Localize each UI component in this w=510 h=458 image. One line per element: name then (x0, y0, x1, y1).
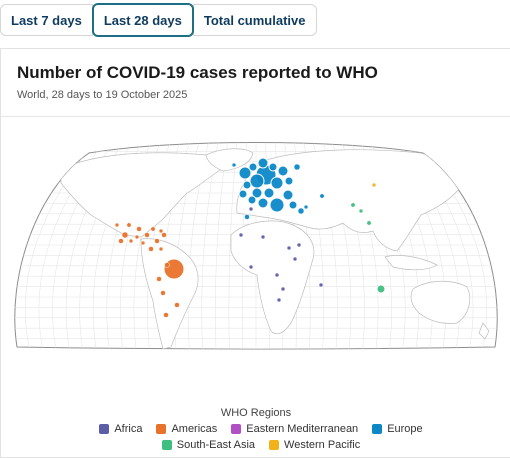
case-bubble[interactable] (269, 197, 285, 213)
legend-item-europe[interactable]: Europe (372, 423, 423, 435)
case-bubble[interactable] (318, 282, 324, 288)
legend-title: WHO Regions (220, 407, 292, 419)
chart-subtitle: World, 28 days to 19 October 2025 (17, 89, 188, 101)
case-bubble[interactable] (260, 234, 266, 240)
case-bubble[interactable] (268, 162, 278, 172)
case-bubble[interactable] (270, 176, 284, 190)
case-bubble[interactable] (163, 312, 169, 318)
world-map[interactable] (1, 117, 510, 389)
case-bubble[interactable] (238, 189, 248, 199)
indonesia-outline (384, 255, 438, 271)
legend-item-south-east-asia[interactable]: South-East Asia (161, 439, 256, 451)
africa-outline (230, 220, 315, 335)
case-bubble[interactable] (161, 232, 167, 238)
legend-item-eastern-mediterranean[interactable]: Eastern Mediterranean (231, 423, 358, 435)
case-bubble[interactable] (251, 187, 263, 199)
greenland-outline (205, 148, 254, 172)
case-bubble[interactable] (263, 187, 275, 199)
case-bubble[interactable] (150, 226, 156, 232)
case-bubble[interactable] (164, 262, 170, 268)
eurasia-outline (236, 149, 460, 252)
case-bubble[interactable] (148, 246, 154, 252)
case-bubble[interactable] (276, 297, 282, 303)
case-bubble[interactable] (118, 238, 124, 244)
case-bubble[interactable] (303, 204, 309, 210)
case-bubble[interactable] (163, 258, 185, 280)
case-bubble[interactable] (154, 238, 160, 244)
case-bubble[interactable] (280, 286, 286, 292)
case-bubble[interactable] (231, 162, 237, 168)
legend-item-africa[interactable]: Africa (99, 423, 142, 435)
legend-label-western-pacific: Western Pacific (284, 439, 361, 451)
case-bubble[interactable] (277, 165, 289, 177)
case-bubble[interactable] (174, 302, 180, 308)
case-bubble[interactable] (371, 182, 377, 188)
case-bubble[interactable] (140, 240, 146, 246)
case-bubble[interactable] (376, 284, 386, 294)
case-bubble[interactable] (156, 276, 162, 282)
tab-last-28-days[interactable]: Last 28 days (91, 3, 194, 37)
case-bubble[interactable] (257, 157, 269, 169)
legend-item-americas[interactable]: Americas (156, 423, 217, 435)
legend-swatch-western-pacific (269, 440, 280, 450)
case-bubble[interactable] (128, 238, 134, 244)
case-bubble[interactable] (121, 231, 129, 239)
legend-label-africa: Africa (114, 423, 143, 435)
case-bubble[interactable] (244, 214, 250, 220)
case-bubble[interactable] (274, 272, 280, 278)
period-tabs: Last 7 days Last 28 days Total cumulativ… (0, 3, 317, 38)
case-bubble[interactable] (293, 163, 301, 171)
land-outlines (60, 148, 490, 349)
case-bubble[interactable] (350, 202, 356, 208)
case-bubble[interactable] (296, 242, 302, 248)
legend: Africa Americas Eastern Mediterranean Eu… (51, 423, 471, 455)
legend-swatch-americas (156, 424, 167, 434)
legend-item-western-pacific[interactable]: Western Pacific (269, 439, 360, 451)
case-bubbles (114, 157, 386, 318)
case-bubble[interactable] (248, 264, 254, 270)
chart-title: Number of COVID-19 cases reported to WHO (17, 63, 378, 82)
case-bubble[interactable] (249, 173, 265, 189)
legend-swatch-africa (99, 424, 110, 434)
north-america-outline (60, 152, 232, 238)
legend-label-eastern-mediterranean: Eastern Mediterranean (246, 423, 359, 435)
case-bubble[interactable] (247, 195, 257, 205)
map-card: Number of COVID-19 cases reported to WHO… (0, 48, 510, 458)
case-bubble[interactable] (126, 222, 132, 228)
case-bubble[interactable] (238, 232, 244, 238)
case-bubble[interactable] (158, 228, 164, 234)
case-bubble[interactable] (114, 222, 120, 228)
card-header: Number of COVID-19 cases reported to WHO… (1, 49, 510, 117)
australia-outline (410, 280, 471, 324)
tab-last-7-days[interactable]: Last 7 days (0, 4, 93, 36)
case-bubble[interactable] (319, 193, 325, 199)
new-zealand-outline (478, 322, 490, 340)
case-bubble[interactable] (134, 234, 140, 240)
legend-swatch-south-east-asia (161, 440, 172, 450)
case-bubble[interactable] (292, 256, 298, 262)
case-bubble[interactable] (286, 245, 292, 251)
case-bubble[interactable] (288, 200, 298, 210)
case-bubble[interactable] (248, 206, 254, 212)
case-bubble[interactable] (284, 176, 294, 186)
case-bubble[interactable] (257, 197, 269, 209)
legend-label-americas: Americas (171, 423, 218, 435)
legend-label-south-east-asia: South-East Asia (176, 439, 256, 451)
case-bubble[interactable] (297, 207, 305, 215)
case-bubble[interactable] (136, 226, 142, 232)
case-bubble[interactable] (144, 232, 150, 238)
case-bubble[interactable] (248, 162, 258, 172)
case-bubble[interactable] (160, 290, 166, 296)
case-bubble[interactable] (238, 166, 252, 180)
legend-swatch-europe (372, 424, 383, 434)
legend-swatch-eastern-mediterranean (231, 424, 242, 434)
legend-label-europe: Europe (387, 423, 423, 435)
case-bubble[interactable] (358, 208, 364, 214)
case-bubble[interactable] (158, 246, 164, 252)
tab-total-cumulative[interactable]: Total cumulative (192, 4, 317, 36)
case-bubble[interactable] (282, 189, 294, 201)
case-bubble[interactable] (366, 220, 372, 226)
case-bubble[interactable] (242, 180, 252, 190)
